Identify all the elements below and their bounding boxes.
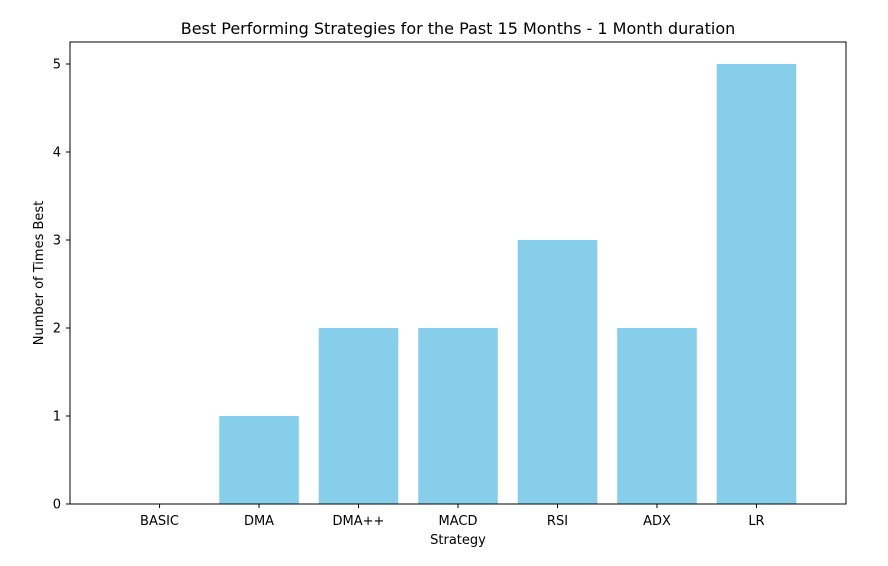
- x-tick-label: ADX: [643, 514, 671, 529]
- y-tick-label: 5: [53, 58, 61, 73]
- bar-dma: [219, 416, 299, 504]
- y-tick-label: 1: [53, 410, 61, 425]
- y-axis-label: Number of Times Best: [32, 201, 47, 346]
- x-tick-label: RSI: [547, 514, 568, 529]
- bar-adx: [617, 328, 697, 504]
- x-axis-label: Strategy: [430, 533, 486, 548]
- y-tick-label: 4: [53, 146, 61, 161]
- bar-dma-: [318, 328, 399, 504]
- bar-lr: [716, 64, 797, 504]
- x-tick-label: MACD: [439, 514, 478, 529]
- x-tick-label: DMA++: [333, 514, 385, 529]
- y-tick-label: 3: [53, 234, 61, 249]
- y-axis-ticks: 0 1 2 3 4 5: [53, 58, 70, 513]
- chart-title: Best Performing Strategies for the Past …: [181, 19, 736, 38]
- bars-group: [219, 64, 797, 504]
- x-tick-label: LR: [748, 514, 764, 529]
- y-tick-label: 2: [53, 322, 61, 337]
- x-tick-label: DMA: [244, 514, 274, 529]
- x-axis-ticks: BASIC DMA DMA++ MACD RSI ADX LR: [140, 504, 765, 529]
- plot-frame: [69, 41, 847, 505]
- x-tick-label: BASIC: [140, 514, 179, 529]
- bar-rsi: [517, 240, 598, 504]
- y-tick-label: 0: [53, 498, 61, 513]
- bar-macd: [418, 328, 498, 504]
